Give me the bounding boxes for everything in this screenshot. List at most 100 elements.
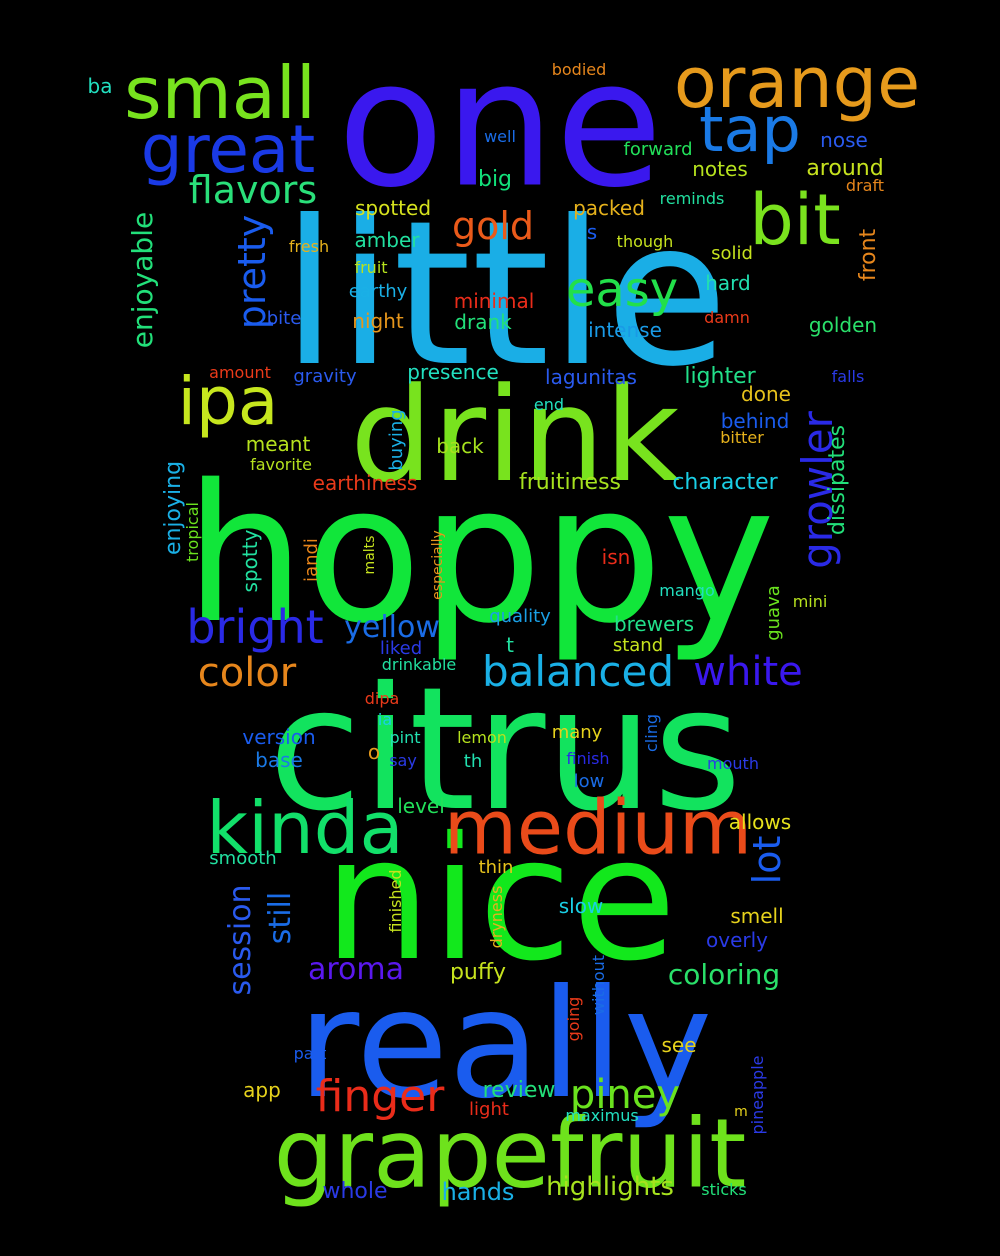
word-spotty: spotty bbox=[238, 529, 262, 593]
word-review: review bbox=[482, 1078, 556, 1103]
word-earthy: earthy bbox=[348, 281, 408, 302]
word-presence: presence bbox=[407, 360, 499, 384]
word-allows: allows bbox=[728, 810, 792, 834]
word-many: many bbox=[551, 722, 603, 743]
word-quality: quality bbox=[489, 606, 551, 627]
word-app: app bbox=[243, 1078, 281, 1102]
word-tropical: tropical bbox=[183, 502, 202, 562]
word-light: light bbox=[469, 1099, 509, 1120]
word-overly: overly bbox=[706, 928, 768, 952]
word-spotted: spotted bbox=[354, 196, 432, 220]
word-fruitiness: fruitiness bbox=[519, 470, 621, 495]
word-liked: liked bbox=[379, 638, 423, 659]
word-ba: ba bbox=[87, 74, 113, 98]
word-going: going bbox=[564, 996, 583, 1042]
word-smell: smell bbox=[730, 904, 784, 928]
word-aroma: aroma bbox=[307, 952, 405, 987]
word-still: still bbox=[263, 891, 298, 945]
word-intense: intense bbox=[588, 318, 662, 342]
word-damn: damn bbox=[704, 308, 750, 327]
word-piney: piney bbox=[569, 1072, 681, 1118]
word-m: m bbox=[734, 1104, 748, 1120]
word-minimal: minimal bbox=[453, 289, 535, 313]
word-golden: golden bbox=[808, 313, 878, 337]
word-bright: bright bbox=[186, 600, 324, 654]
word-tap: tap bbox=[699, 93, 801, 166]
word-gravity: gravity bbox=[293, 366, 357, 387]
word-nice: nice bbox=[323, 801, 677, 999]
word-character: character bbox=[672, 470, 778, 495]
word-highlights: highlights bbox=[546, 1172, 674, 1202]
word-night: night bbox=[352, 309, 404, 333]
word-little: little bbox=[281, 178, 729, 411]
word-sticks: sticks bbox=[701, 1180, 747, 1199]
word-easy: easy bbox=[565, 262, 679, 318]
word-lighter: lighter bbox=[684, 364, 756, 389]
word-small: small bbox=[124, 51, 316, 135]
word-meant: meant bbox=[245, 432, 311, 456]
word-slow: slow bbox=[558, 894, 604, 918]
word-hoppy: hoppy bbox=[184, 444, 776, 665]
word-notes: notes bbox=[692, 157, 748, 181]
word-done: done bbox=[741, 382, 791, 406]
word-puffy: puffy bbox=[449, 960, 507, 985]
word-finish: finish bbox=[566, 749, 610, 768]
word-especially: especially bbox=[430, 530, 446, 600]
word-one: one bbox=[337, 23, 663, 227]
word-enjoying: enjoying bbox=[161, 460, 186, 556]
word-reminds: reminds bbox=[659, 189, 725, 208]
word-buying: buying bbox=[386, 409, 407, 471]
word-amber: amber bbox=[354, 228, 420, 252]
word-version: version bbox=[242, 725, 316, 749]
word-front: front bbox=[856, 228, 881, 282]
word-flavors: flavors bbox=[188, 168, 318, 212]
word-dipa: dipa bbox=[364, 689, 400, 708]
word-coloring: coloring bbox=[667, 958, 781, 991]
word-favorite: favorite bbox=[250, 455, 312, 474]
word-s: s bbox=[586, 220, 598, 244]
word-yellow: yellow bbox=[344, 610, 440, 645]
word-lot: lot bbox=[745, 835, 789, 885]
word-packed: packed bbox=[573, 196, 645, 220]
word-cling: cling bbox=[642, 714, 661, 752]
word-low: low bbox=[573, 771, 605, 792]
word-part: part bbox=[293, 1044, 327, 1063]
word-drank: drank bbox=[454, 310, 512, 334]
word-pint: pint bbox=[389, 728, 421, 747]
word-pretty: pretty bbox=[230, 214, 274, 330]
word-stand: stand bbox=[612, 635, 664, 656]
word-falls: falls bbox=[831, 367, 865, 386]
word-fruit: fruit bbox=[354, 258, 388, 277]
word-great: great bbox=[140, 111, 316, 188]
word-gold: gold bbox=[451, 204, 535, 248]
word-iandi: iandi bbox=[301, 538, 322, 582]
word-pineapple: pineapple bbox=[748, 1055, 767, 1135]
word-th: th bbox=[463, 751, 483, 772]
word-amount: amount bbox=[209, 363, 271, 382]
word-ia: ia bbox=[377, 710, 393, 729]
word-base: base bbox=[255, 748, 303, 772]
word-finger: finger bbox=[315, 1071, 445, 1122]
word-end: end bbox=[533, 395, 565, 414]
word-solid: solid bbox=[711, 243, 753, 264]
word-maximus: maximus bbox=[565, 1106, 639, 1125]
word-thin: thin bbox=[478, 857, 514, 878]
word-fresh: fresh bbox=[288, 237, 330, 256]
word-kinda: kinda bbox=[206, 786, 404, 870]
word-whole: whole bbox=[322, 1179, 388, 1204]
word-balanced: balanced bbox=[481, 647, 675, 696]
word-say: say bbox=[389, 751, 417, 770]
word-isn: isn bbox=[601, 545, 631, 569]
word-around: around bbox=[806, 156, 884, 181]
word-smooth: smooth bbox=[209, 848, 277, 869]
word-guava: guava bbox=[763, 585, 784, 641]
word-nose: nose bbox=[820, 128, 868, 152]
word-dissipates: dissipates bbox=[825, 424, 850, 536]
word-mini: mini bbox=[792, 592, 828, 611]
word-really: really bbox=[297, 958, 713, 1132]
word-bit: bit bbox=[749, 179, 841, 261]
word-without: without bbox=[589, 954, 608, 1016]
word-draft: draft bbox=[845, 176, 885, 195]
word-big: big bbox=[477, 167, 513, 192]
